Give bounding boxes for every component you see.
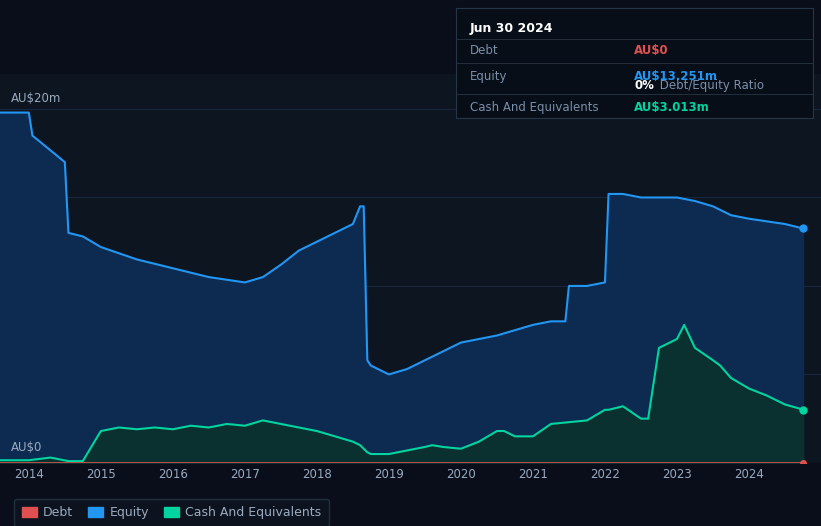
Text: AU$13.251m: AU$13.251m (635, 70, 718, 83)
Text: AU$20m: AU$20m (11, 93, 62, 106)
Text: Cash And Equivalents: Cash And Equivalents (470, 101, 599, 114)
Legend: Debt, Equity, Cash And Equivalents: Debt, Equity, Cash And Equivalents (15, 499, 329, 526)
Text: Equity: Equity (470, 70, 507, 83)
Text: AU$0: AU$0 (11, 441, 42, 454)
Text: AU$0: AU$0 (635, 45, 669, 57)
Text: AU$3.013m: AU$3.013m (635, 101, 710, 114)
Text: Debt/Equity Ratio: Debt/Equity Ratio (656, 79, 764, 92)
Text: Debt: Debt (470, 45, 498, 57)
Text: Jun 30 2024: Jun 30 2024 (470, 22, 553, 35)
Text: 0%: 0% (635, 79, 654, 92)
